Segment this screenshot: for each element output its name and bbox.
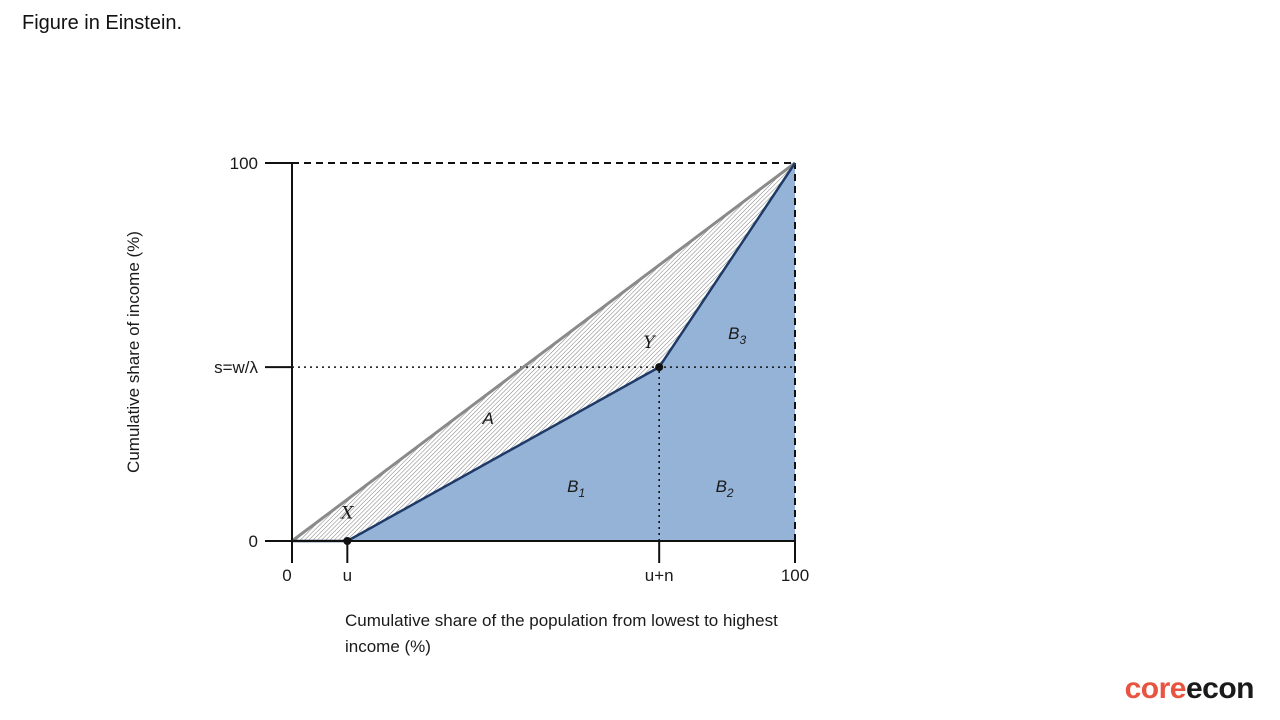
region-label-subscript: 2	[726, 486, 734, 500]
point-y	[655, 363, 664, 372]
logo-part-econ: econ	[1185, 672, 1255, 705]
x-axis-label: Cumulative share of the population from …	[345, 611, 778, 656]
x-tick-label-1: u	[343, 566, 352, 585]
region-label-main: B	[716, 477, 727, 496]
y-tick-label-2: 100	[230, 154, 258, 173]
region-label-b1: B1	[567, 477, 585, 500]
region-label-main: B	[567, 477, 578, 496]
region-label-a: A	[481, 409, 493, 428]
y-tick-label-1: s=w/λ	[214, 358, 258, 377]
region-label-subscript: 1	[579, 486, 586, 500]
region-label-b3: B3	[728, 324, 746, 347]
x-tick-label-0: 0	[282, 566, 291, 585]
point-label-x: X	[339, 503, 354, 523]
logo-part-core: core	[1124, 672, 1187, 705]
slide-title: Figure in Einstein.	[22, 12, 183, 34]
y-tick-label-0: 0	[249, 532, 258, 551]
region-b-fill	[292, 163, 795, 541]
x-tick-label-3: 100	[781, 566, 809, 585]
equality-line	[291, 161, 796, 543]
region-label-b2: B2	[716, 477, 734, 500]
region-label-main: B	[728, 324, 739, 343]
point-label-y: Y	[644, 333, 657, 353]
x-tick-label-2: u+n	[645, 566, 674, 585]
region-label-subscript: 3	[739, 333, 746, 347]
y-axis-label: Cumulative share of income (%)	[124, 231, 143, 473]
coreecon-logo: coreecon	[1124, 672, 1255, 706]
point-x	[343, 537, 352, 545]
region-label-main: A	[481, 409, 493, 428]
